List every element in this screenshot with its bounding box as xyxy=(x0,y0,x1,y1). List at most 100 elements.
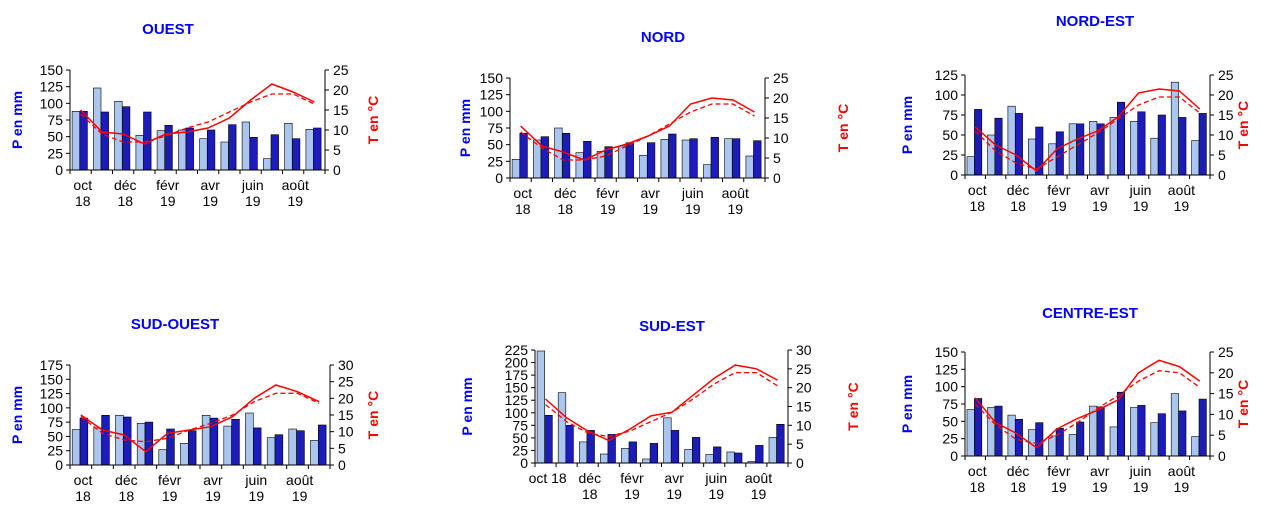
x-tick-label: déc 18 xyxy=(1007,182,1030,214)
bar-current-6 xyxy=(670,430,680,464)
bar-normal-7 xyxy=(223,425,232,466)
x-tick-label: juin 19 xyxy=(681,185,704,217)
bar-normal-7 xyxy=(660,139,669,179)
x-tick-label: juin 19 xyxy=(1129,463,1152,495)
left-tick-label: 150 xyxy=(40,62,64,78)
bar-normal-4 xyxy=(596,151,606,179)
chart-svg: SUD-EST025507510012515017520022505101520… xyxy=(459,318,861,502)
temp-line-current xyxy=(974,88,1201,173)
bar-normal-10 xyxy=(1170,81,1179,176)
right-tick-label: 15 xyxy=(333,102,349,118)
left-tick-label: 100 xyxy=(40,400,64,416)
chart-title: NORD xyxy=(641,29,685,46)
right-tick-label: 10 xyxy=(1218,127,1234,143)
left-tick-label: 100 xyxy=(505,405,529,421)
left-tick-label: 225 xyxy=(505,342,529,358)
bar-current-0 xyxy=(974,109,983,176)
right-tick-label: 20 xyxy=(773,90,789,106)
x-tick-label: juin 19 xyxy=(241,177,264,209)
bar-normal-9 xyxy=(266,437,276,466)
bar-normal-9 xyxy=(703,164,712,179)
bar-current-8 xyxy=(249,137,258,171)
right-tick-label: 10 xyxy=(333,122,349,138)
x-tick-label: avr 19 xyxy=(203,472,223,504)
left-tick-label: 0 xyxy=(55,457,63,473)
bar-current-7 xyxy=(1117,391,1126,457)
right-tick-label: 15 xyxy=(1218,386,1234,402)
chart-title: SUD-OUEST xyxy=(131,316,219,333)
x-tick-label: avr 19 xyxy=(641,185,661,217)
bar-normal-10 xyxy=(1170,393,1179,457)
bar-normal-5 xyxy=(618,145,627,179)
bar-current-6 xyxy=(647,142,656,179)
x-tick-label: avr 19 xyxy=(664,470,684,502)
x-tick-label: déc 18 xyxy=(114,177,137,209)
bar-current-3 xyxy=(1035,422,1044,457)
right-tick-label: 5 xyxy=(1218,427,1226,443)
bar-current-4 xyxy=(1055,428,1064,457)
left-tick-label: 175 xyxy=(505,367,529,383)
y-axis-title-left: P en mm xyxy=(9,91,25,149)
left-tick-label: 75 xyxy=(942,396,958,412)
x-tick-label: août 19 xyxy=(286,472,313,504)
right-tick-label: 5 xyxy=(796,436,804,452)
left-tick-label: 150 xyxy=(505,380,529,396)
y-axis-title-right: T en °C xyxy=(365,96,381,144)
right-tick-label: 20 xyxy=(796,380,812,396)
bar-normal-0 xyxy=(966,409,975,457)
bar-current-7 xyxy=(668,133,677,179)
bar-normal-6 xyxy=(1089,121,1098,176)
temp-line-current xyxy=(520,97,755,161)
bar-normal-3 xyxy=(600,453,609,464)
right-tick-label: 15 xyxy=(796,399,812,415)
left-tick-label: 0 xyxy=(520,455,528,471)
bar-current-9 xyxy=(734,452,743,464)
left-tick-label: 0 xyxy=(950,448,958,464)
bar-normal-11 xyxy=(768,437,777,464)
bar-current-4 xyxy=(1055,131,1064,176)
bar-normal-0 xyxy=(71,111,80,171)
bar-current-6 xyxy=(207,129,216,171)
left-tick-label: 200 xyxy=(505,355,529,371)
y-axis-title-right: T en °C xyxy=(365,391,381,439)
bar-current-4 xyxy=(164,125,173,171)
bar-normal-9 xyxy=(1150,422,1159,457)
right-tick-label: 10 xyxy=(338,424,354,440)
bar-current-5 xyxy=(1076,123,1085,176)
chart-panel-centre-est: CENTRE-EST 0 25 50 75 100 125 150 0 5 10 15 20 25 oct 1… xyxy=(880,290,1260,509)
temp-line-normal xyxy=(974,96,1201,170)
bar-normal-2 xyxy=(1007,105,1016,176)
temp-line-current xyxy=(80,384,320,453)
x-tick-label: juin 19 xyxy=(704,470,727,502)
right-tick-label: 10 xyxy=(796,417,812,433)
left-tick-label: 150 xyxy=(935,344,959,360)
right-tick-label: 0 xyxy=(333,162,341,178)
left-tick-label: 25 xyxy=(47,443,63,459)
left-tick-label: 125 xyxy=(40,79,64,95)
bar-normal-0 xyxy=(511,159,520,179)
x-tick-label: déc 18 xyxy=(115,472,138,504)
right-tick-label: 30 xyxy=(796,342,812,358)
bar-current-2 xyxy=(562,133,571,179)
left-tick-label: 0 xyxy=(55,162,63,178)
x-tick-label: août 19 xyxy=(745,470,772,502)
bar-normal-0 xyxy=(71,429,81,466)
x-tick-label: févr 19 xyxy=(156,177,180,209)
bar-current-8 xyxy=(1137,405,1146,457)
right-tick-label: 25 xyxy=(796,361,812,377)
x-tick-label: oct 18 xyxy=(513,185,532,217)
right-tick-label: 5 xyxy=(773,150,781,166)
x-tick-label: févr 19 xyxy=(158,472,182,504)
left-tick-label: 100 xyxy=(480,103,504,119)
right-tick-label: 5 xyxy=(1218,147,1226,163)
bar-current-11 xyxy=(753,140,762,179)
bar-current-4 xyxy=(628,441,637,464)
x-tick-label: févr 19 xyxy=(1047,182,1071,214)
bar-normal-0 xyxy=(966,156,975,176)
bar-normal-6 xyxy=(199,138,208,171)
right-tick-label: 10 xyxy=(1218,406,1234,422)
bar-normal-9 xyxy=(726,451,735,464)
bar-current-0 xyxy=(79,417,89,466)
bar-current-9 xyxy=(1157,413,1166,457)
